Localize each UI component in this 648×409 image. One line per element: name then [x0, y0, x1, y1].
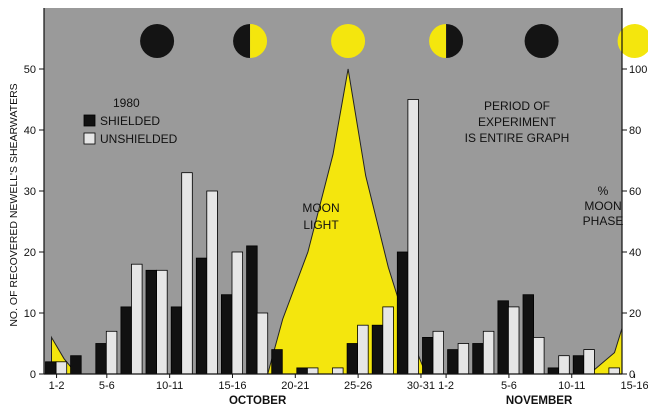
bar-shielded — [572, 355, 585, 375]
right-axis-title-line-3: PHASE — [583, 214, 624, 228]
annotation-line-3: IS ENTIRE GRAPH — [465, 131, 570, 145]
right-axis-title: % MOON PHASE — [583, 184, 624, 228]
bar-unshielded — [105, 330, 118, 375]
bar-shielded — [296, 367, 308, 375]
bar-shielded — [472, 343, 484, 375]
bar-unshielded — [382, 306, 394, 375]
legend-swatch-shielded — [83, 114, 96, 127]
bar-shielded — [45, 361, 57, 375]
legend-swatch-unshielded — [83, 132, 96, 145]
x-tick-label: 30-31 — [407, 380, 435, 392]
bar-unshielded — [181, 172, 193, 375]
first-quarter-moon-icon — [233, 24, 268, 58]
bar-unshielded — [432, 330, 445, 375]
x-tick-label: 1-2 — [438, 380, 454, 392]
right-tick-label: 20 — [629, 308, 641, 320]
moon-left-half — [429, 24, 447, 58]
left-tick-label: 0 — [30, 369, 36, 381]
bar-unshielded — [306, 367, 319, 375]
right-tick-label: 100 — [629, 64, 647, 76]
bar-unshielded — [407, 99, 419, 375]
right-tick-label: 60 — [629, 186, 641, 198]
legend-year: 1980 — [113, 96, 140, 110]
month-label: NOVEMBER — [506, 395, 573, 407]
bar-unshielded — [357, 324, 369, 375]
bar-shielded — [70, 355, 82, 375]
bar-unshielded — [231, 251, 244, 375]
legend: 1980 SHIELDED UNSHIELDED — [83, 96, 178, 146]
left-tick-label: 10 — [24, 308, 36, 320]
new-moon-icon — [140, 24, 175, 58]
new-moon-icon — [524, 24, 559, 58]
right-tick-label: 0 — [629, 369, 635, 381]
moonlight-label-line-2: LIGHT — [303, 218, 339, 232]
moonlight-label: MOON LIGHT — [302, 201, 339, 232]
bar-shielded — [422, 336, 434, 375]
legend-label-unshielded: UNSHIELDED — [100, 132, 178, 146]
bar-unshielded — [55, 361, 68, 375]
bar-unshielded — [558, 355, 570, 375]
x-tick-label: 25-26 — [344, 380, 372, 392]
moon-phase-icons — [140, 24, 648, 58]
x-tick-label: 10-11 — [156, 380, 183, 392]
bar-shielded — [220, 294, 233, 375]
left-tick-label: 20 — [24, 247, 36, 259]
bar-unshielded — [583, 349, 595, 375]
x-tick-label: 5-6 — [501, 380, 517, 392]
last-quarter-moon-icon — [429, 24, 464, 58]
bar-shielded — [346, 343, 359, 375]
bar-unshielded — [332, 367, 344, 375]
bar-shielded — [396, 251, 409, 375]
bar-shielded — [170, 306, 183, 375]
bar-unshielded — [482, 330, 495, 375]
full-moon-icon — [617, 24, 648, 58]
bar-shielded — [246, 245, 258, 375]
bar-unshielded — [156, 269, 168, 375]
left-tick-label: 30 — [24, 186, 36, 198]
bar-shielded — [497, 300, 509, 375]
axes-layer: 0 10 20 30 40 50 0 20 40 60 80 100 1-2 5-6 10-11 15-16 2… — [24, 8, 648, 407]
right-axis-title-line-1: % — [598, 184, 609, 198]
left-axis-title: NO. OF RECOVERED NEWELL'S SHEARWATERS — [8, 83, 20, 326]
x-tick-label: 5-6 — [99, 380, 115, 392]
left-tick-label: 40 — [24, 125, 36, 137]
bars-layer — [45, 99, 620, 375]
bar-unshielded — [256, 312, 269, 375]
bar-shielded — [145, 269, 158, 375]
bar-shielded — [447, 349, 459, 375]
moon-left-half — [233, 24, 251, 58]
moonlight-label-line-1: MOON — [302, 201, 339, 215]
bar-shielded — [195, 257, 208, 375]
annotation-line-1: PERIOD OF — [484, 99, 550, 113]
bar-unshielded — [608, 367, 620, 375]
x-tick-label: 15-16 — [620, 380, 648, 392]
bar-shielded — [371, 324, 384, 375]
bar-shielded — [522, 294, 535, 375]
moon-right-half — [446, 24, 464, 58]
bar-unshielded — [457, 343, 470, 375]
bar-unshielded — [206, 190, 218, 375]
annotation-line-2: EXPERIMENT — [478, 115, 557, 129]
x-tick-label: 1-2 — [49, 380, 65, 392]
left-tick-label: 50 — [24, 64, 36, 76]
bar-shielded — [95, 343, 107, 375]
right-tick-label: 80 — [629, 125, 641, 137]
bar-unshielded — [507, 306, 520, 375]
legend-label-shielded: SHIELDED — [100, 114, 160, 128]
bar-shielded — [271, 349, 283, 375]
right-tick-label: 40 — [629, 247, 641, 259]
x-tick-label: 10-11 — [558, 380, 585, 392]
bar-shielded — [547, 367, 560, 375]
experiment-annotation: PERIOD OF EXPERIMENT IS ENTIRE GRAPH — [465, 99, 570, 145]
bar-unshielded — [533, 336, 545, 375]
moon-right-half — [250, 24, 268, 58]
bar-shielded — [120, 306, 132, 375]
x-tick-label: 15-16 — [218, 380, 246, 392]
right-axis-title-line-2: MOON — [584, 199, 621, 213]
month-label: OCTOBER — [229, 395, 287, 407]
bar-unshielded — [131, 263, 143, 375]
full-moon-icon — [331, 24, 366, 58]
x-tick-label: 20-21 — [281, 380, 309, 392]
